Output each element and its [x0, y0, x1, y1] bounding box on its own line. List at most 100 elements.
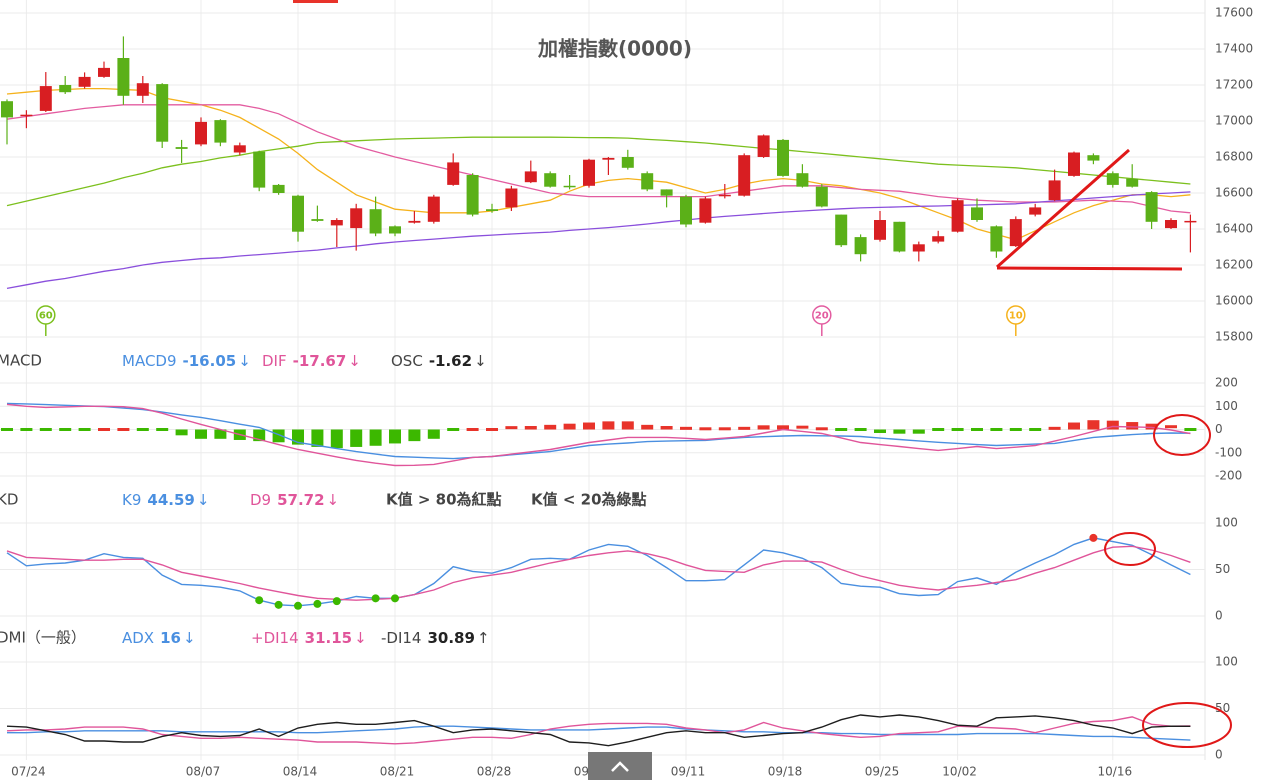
osc-bar [408, 429, 421, 442]
collapse-button[interactable] [588, 752, 652, 780]
x-tick-label: 08/21 [380, 765, 415, 779]
osc-bar [214, 429, 227, 439]
candle-body [1048, 180, 1061, 201]
osc-bar [544, 424, 557, 430]
osc-bar [660, 426, 673, 430]
drawn-support-line [996, 266, 1183, 271]
candle-body [311, 219, 324, 221]
legend-name: D9 [250, 491, 271, 509]
legend-name: OSC [391, 352, 423, 370]
osc-bar [505, 426, 518, 430]
candle-body [563, 185, 576, 188]
osc-bar [1184, 428, 1197, 431]
candle-body [78, 76, 91, 87]
k-low-dot [274, 600, 283, 609]
k-high-dot [1089, 533, 1098, 542]
legend-name: +DI14 [251, 629, 299, 647]
osc-bar [583, 422, 595, 430]
ma-marker-label: 10 [1009, 311, 1023, 322]
candle-body [214, 120, 227, 143]
osc-bar [641, 424, 654, 430]
osc-bar [1087, 420, 1100, 430]
candle-body [350, 208, 363, 229]
osc-bar [1029, 428, 1042, 431]
candle-body [951, 200, 964, 232]
y-tick-label: 100 [1215, 516, 1238, 530]
candle-body [583, 159, 595, 186]
candle-body [621, 157, 634, 168]
y-tick-label: -200 [1215, 469, 1242, 483]
osc-bar [932, 428, 945, 431]
panel-label: KD [0, 491, 18, 509]
candle-body [796, 173, 809, 187]
osc-bar [1126, 422, 1139, 430]
candle-body [20, 114, 33, 117]
legend-value: 30.89 [427, 629, 474, 647]
legend-entry: ADX 16 ↓ [122, 629, 196, 647]
y-tick-label: 15800 [1215, 330, 1253, 344]
legend-value: 31.15 [305, 629, 352, 647]
osc-bar [175, 429, 188, 436]
y-tick-label: 16000 [1215, 294, 1253, 308]
tab-indicator [293, 0, 338, 3]
osc-bar [1106, 420, 1119, 430]
candle-body [447, 162, 460, 185]
legend-entry: OSC -1.62 ↓ [391, 352, 487, 370]
ma-marker [812, 305, 832, 325]
indicator-line [7, 725, 1191, 741]
y-tick-label: 50 [1215, 701, 1230, 715]
osc-bar [1145, 423, 1158, 430]
ma-marker [1006, 305, 1026, 325]
candle-body [156, 84, 169, 142]
osc-bar [136, 428, 149, 431]
legend-entry: -DI14 30.89 ↑ [381, 629, 490, 647]
panel-label: MACD [0, 352, 42, 370]
y-tick-label: 16600 [1215, 186, 1253, 200]
osc-bar [854, 428, 867, 431]
osc-bar [1165, 425, 1177, 429]
osc-bar [893, 429, 906, 434]
osc-bar [1009, 428, 1022, 431]
candle-body [98, 67, 110, 77]
candle-body [292, 195, 304, 232]
legend-trend: ↓ [354, 629, 367, 647]
y-tick-label: 50 [1215, 562, 1230, 576]
y-tick-label: 0 [1215, 609, 1223, 623]
candle-body [253, 151, 266, 188]
drawn-circle [1104, 532, 1156, 566]
candle-body [1106, 173, 1119, 185]
osc-bar [680, 426, 692, 430]
y-tick-label: 16800 [1215, 150, 1253, 164]
legend-trend: ↑ [477, 629, 490, 647]
drawn-trendline [996, 148, 1130, 269]
k-low-dot [371, 594, 380, 603]
candle-body [544, 173, 557, 187]
k-low-dot [332, 597, 341, 606]
candle-body [1126, 178, 1139, 187]
candle-body [59, 85, 72, 93]
legend-value: 44.59 [147, 491, 194, 509]
indicator-line [6, 716, 1191, 745]
osc-bar [253, 429, 266, 442]
osc-bar [524, 426, 537, 430]
osc-bar [563, 423, 576, 430]
candle-body [932, 236, 945, 242]
y-tick-label: 0 [1215, 748, 1223, 762]
y-tick-label: 17000 [1215, 114, 1253, 128]
candle-body [1, 101, 13, 118]
panel-note: K值 > 80為紅點 [386, 491, 502, 509]
x-tick-label: 10/16 [1098, 765, 1133, 779]
button-background [588, 752, 652, 780]
drawn-circle [1142, 702, 1232, 748]
osc-bar [330, 429, 343, 449]
x-tick-label: 08/28 [477, 765, 512, 779]
x-tick-label: 09/25 [865, 765, 900, 779]
legend-trend: ↓ [348, 352, 361, 370]
candle-body [912, 244, 925, 252]
candle-body [680, 196, 692, 225]
candle-body [815, 186, 828, 207]
candle-body [699, 198, 712, 223]
osc-bar [117, 428, 130, 431]
